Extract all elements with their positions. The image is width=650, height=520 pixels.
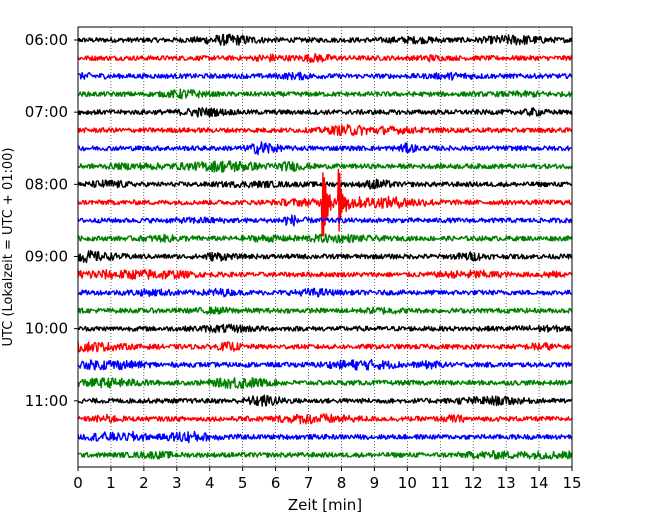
trace-0900 [77, 249, 573, 264]
trace-0630 [77, 71, 573, 81]
x-tick-label-14: 14 [530, 474, 549, 492]
y-axis-label: UTC (Lokalzeit = UTC + 01:00) [1, 148, 16, 347]
trace-0930 [77, 287, 573, 298]
x-tick-label-15: 15 [562, 474, 581, 492]
x-tick-label-3: 3 [172, 474, 182, 492]
trace-0700 [77, 107, 573, 118]
y-tick-label-4: 10:00 [25, 320, 68, 338]
y-axis: 06:00 07:00 08:00 09:00 10:00 11:00 [25, 31, 78, 410]
trace-layer [77, 33, 573, 460]
x-tick-label-6: 6 [271, 474, 281, 492]
x-tick-label-4: 4 [205, 474, 215, 492]
y-tick-label-1: 07:00 [25, 103, 68, 121]
trace-1015 [77, 341, 573, 353]
trace-1000 [77, 323, 573, 334]
trace-1045 [77, 377, 573, 390]
trace-1115 [77, 413, 573, 425]
x-tick-label-2: 2 [139, 474, 149, 492]
x-axis: 0 1 2 3 4 5 6 7 8 9 10 11 12 13 14 15 [73, 467, 582, 492]
y-tick-label-0: 06:00 [25, 31, 68, 49]
y-tick-label-3: 09:00 [25, 247, 68, 265]
trace-0745 [77, 160, 573, 173]
x-tick-label-12: 12 [464, 474, 483, 492]
x-tick-label-13: 13 [497, 474, 516, 492]
plot-frame [77, 26, 573, 468]
trace-0915 [77, 268, 573, 281]
x-axis-label: Zeit [min] [288, 496, 362, 514]
trace-1100 [77, 394, 573, 407]
x-tick-label-1: 1 [106, 474, 116, 492]
x-tick-label-7: 7 [304, 474, 314, 492]
trace-1130 [77, 430, 573, 444]
x-tick-label-9: 9 [370, 474, 380, 492]
y-tick-label-2: 08:00 [25, 175, 68, 193]
trace-0815 [77, 168, 573, 237]
trace-0945 [77, 306, 573, 315]
x-tick-label-10: 10 [398, 474, 417, 492]
x-tick-label-8: 8 [337, 474, 347, 492]
trace-1030 [77, 358, 573, 371]
x-tick-label-0: 0 [73, 474, 83, 492]
trace-0615 [77, 53, 573, 64]
trace-0730 [77, 141, 573, 156]
trace-0600 [77, 33, 573, 47]
x-tick-label-11: 11 [431, 474, 450, 492]
y-tick-label-5: 11:00 [25, 392, 68, 410]
trace-0645 [77, 88, 573, 100]
trace-1145 [77, 450, 573, 460]
trace-0845 [77, 233, 573, 244]
trace-0830 [77, 214, 573, 227]
trace-0715 [77, 123, 573, 137]
x-tick-label-5: 5 [238, 474, 248, 492]
